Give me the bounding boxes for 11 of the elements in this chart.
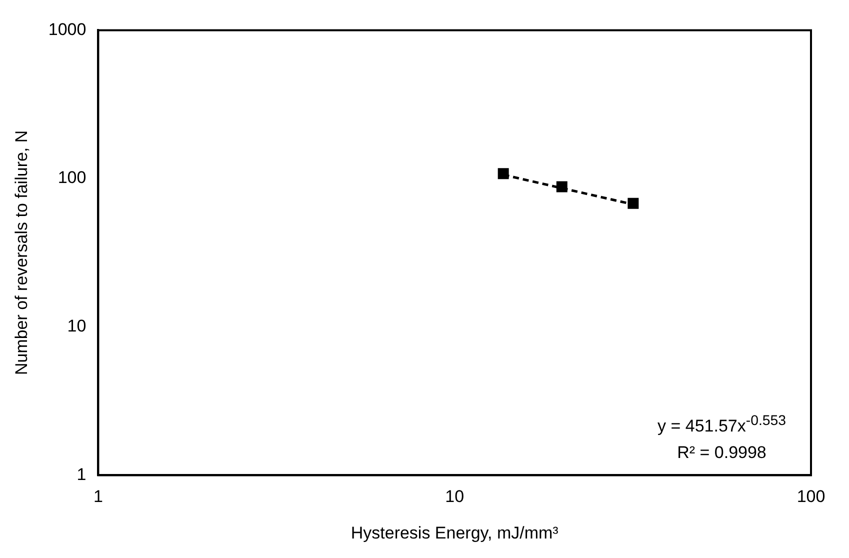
annotation: y = 451.57x$^{-0.553}$ xyxy=(657,412,786,438)
x-axis-title: Hysteresis Energy, mJ/mm³ xyxy=(350,523,559,542)
annotation: R² = 0.9998 xyxy=(676,442,768,464)
y-tick-label: 1000 xyxy=(48,20,86,39)
y-tick-label: 10 xyxy=(67,316,86,336)
x-tick-label: 1 xyxy=(93,487,103,506)
x-tick-label: 10 xyxy=(445,487,464,506)
x-tick-label: 100 xyxy=(796,487,826,506)
y-tick-label: 100 xyxy=(58,168,86,188)
y-axis-title: Number of reversals to failure, N xyxy=(12,130,31,376)
y-tick-label: 1 xyxy=(76,464,86,484)
